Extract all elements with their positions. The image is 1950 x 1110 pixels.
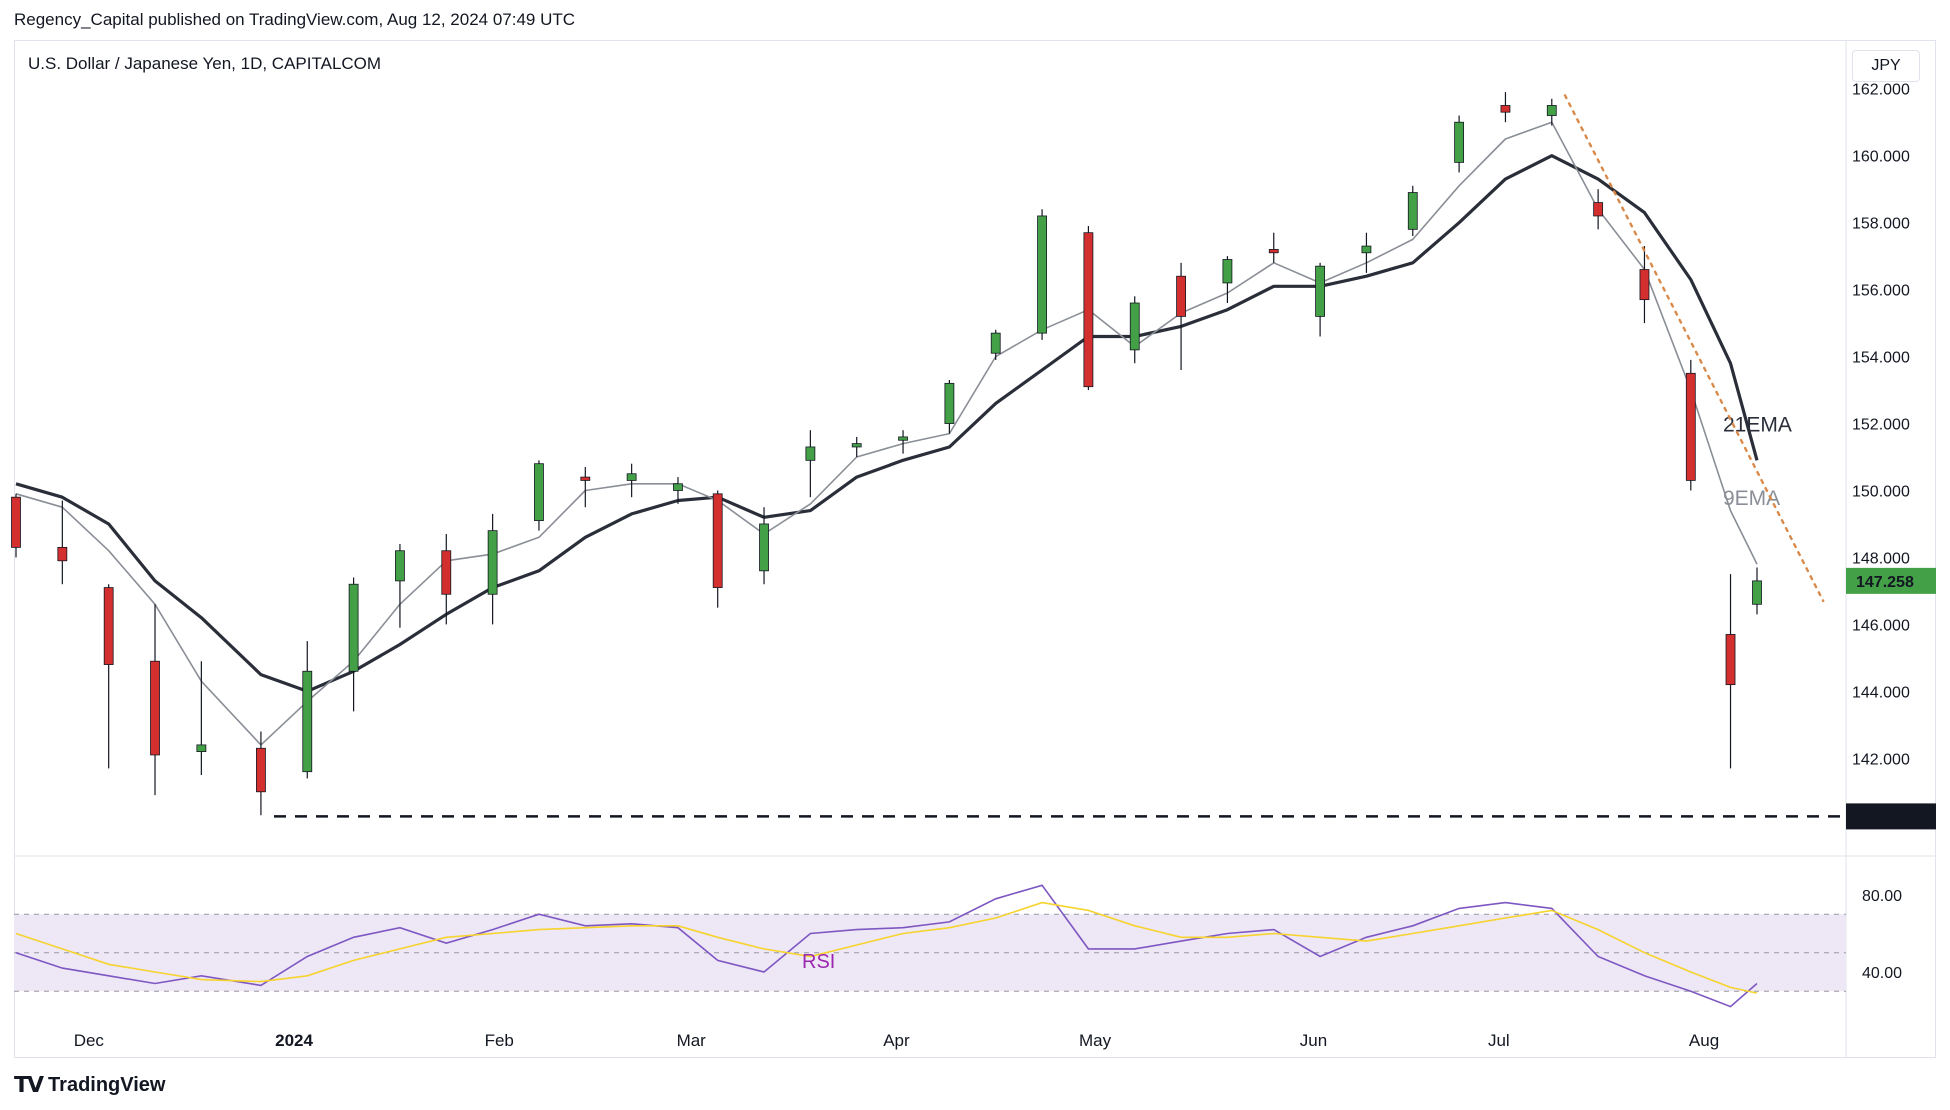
candle-body [898, 436, 908, 441]
candle-body [759, 523, 769, 572]
price-tick-label: 150.000 [1852, 483, 1910, 500]
candle-body [1361, 245, 1372, 254]
downtrend-line [1563, 94, 1825, 603]
candle-body [673, 483, 683, 491]
candle-body [1083, 232, 1094, 388]
ema-label-9ema: 9EMA [1723, 487, 1780, 510]
symbol-title: U.S. Dollar / Japanese Yen, 1D, CAPITALC… [28, 54, 382, 73]
candle-body [534, 463, 544, 522]
candle-body [1725, 634, 1736, 686]
candle-body [1222, 259, 1233, 284]
price-tick-label: 144.000 [1852, 684, 1910, 701]
currency-button[interactable]: JPY [1852, 50, 1920, 82]
rsi-band [14, 914, 1846, 992]
candle-body [196, 744, 207, 753]
candle-body [1129, 302, 1140, 351]
candle-body [1454, 121, 1465, 163]
price-tick-label: 146.000 [1852, 617, 1910, 634]
candle-body [487, 530, 498, 595]
chart-frame [14, 40, 1936, 1058]
candle-body [1037, 215, 1047, 334]
ema-line-21ema [15, 154, 1759, 693]
support-price-label: 140.265 [1856, 809, 1914, 826]
candle-body [1752, 580, 1762, 605]
tradingview-logo-icon: 𝗧𝗩 [14, 1072, 44, 1097]
candle-body [580, 476, 591, 481]
support-price-tag [1846, 803, 1936, 830]
month-label: Feb [485, 1031, 514, 1050]
price-tick-label: 162.000 [1852, 82, 1910, 99]
rsi-line-rsi-ma [15, 901, 1758, 994]
price-tick-label: 154.000 [1852, 350, 1910, 367]
tradingview-logo[interactable]: 𝗧𝗩 TradingView [14, 1072, 166, 1098]
price-tick-label: 152.000 [1852, 417, 1910, 434]
candle-body [1685, 372, 1696, 481]
candle-body [1546, 105, 1557, 116]
candle-body [712, 493, 723, 588]
month-label: May [1079, 1031, 1112, 1050]
month-label: Aug [1689, 1031, 1719, 1050]
month-label: Jul [1488, 1031, 1510, 1050]
price-tick-label: 142.000 [1852, 751, 1910, 768]
tradingview-logo-text: TradingView [48, 1073, 166, 1096]
last-price-label: 147.258 [1856, 574, 1914, 591]
ema-label-21ema: 21EMA [1723, 414, 1792, 437]
candle-body [944, 382, 955, 424]
candle-body [1315, 265, 1325, 317]
price-tick-label: 158.000 [1852, 216, 1910, 233]
candle-body [57, 546, 68, 562]
rsi-line-rsi [15, 884, 1758, 1008]
candle-body [348, 583, 359, 672]
candle-body [626, 473, 637, 481]
month-label: 2024 [275, 1031, 313, 1050]
candle-body [1639, 269, 1650, 301]
rsi-label: RSI [802, 951, 835, 973]
price-tick-label: 156.000 [1852, 283, 1910, 300]
ema-line-9ema [15, 121, 1758, 746]
candle-body [11, 496, 21, 548]
candle-body [1593, 202, 1604, 217]
last-price-tag [1846, 567, 1936, 594]
month-label: Jun [1300, 1031, 1327, 1050]
published-line: Regency_Capital published on TradingView… [14, 10, 576, 29]
month-label: Apr [883, 1031, 910, 1050]
rsi-tick-label: 40.00 [1862, 965, 1902, 982]
candle-body [851, 443, 862, 448]
candle-body [103, 587, 114, 665]
price-tick-label: 160.000 [1852, 149, 1910, 166]
candle-body [1407, 192, 1418, 230]
candle-body [302, 670, 313, 773]
candle-body [395, 550, 405, 582]
rsi-tick-label: 80.00 [1862, 888, 1902, 905]
candle-body [805, 446, 816, 461]
candle-body [1176, 275, 1186, 317]
candle-body [1268, 249, 1279, 254]
price-tick-label: 148.000 [1852, 550, 1910, 567]
candle-body [990, 332, 1001, 354]
candle-body [441, 550, 452, 595]
month-label: Dec [74, 1031, 105, 1050]
month-label: Mar [677, 1031, 707, 1050]
candle-body [256, 747, 266, 793]
candle-body [150, 660, 160, 756]
candle-body [1500, 105, 1511, 113]
